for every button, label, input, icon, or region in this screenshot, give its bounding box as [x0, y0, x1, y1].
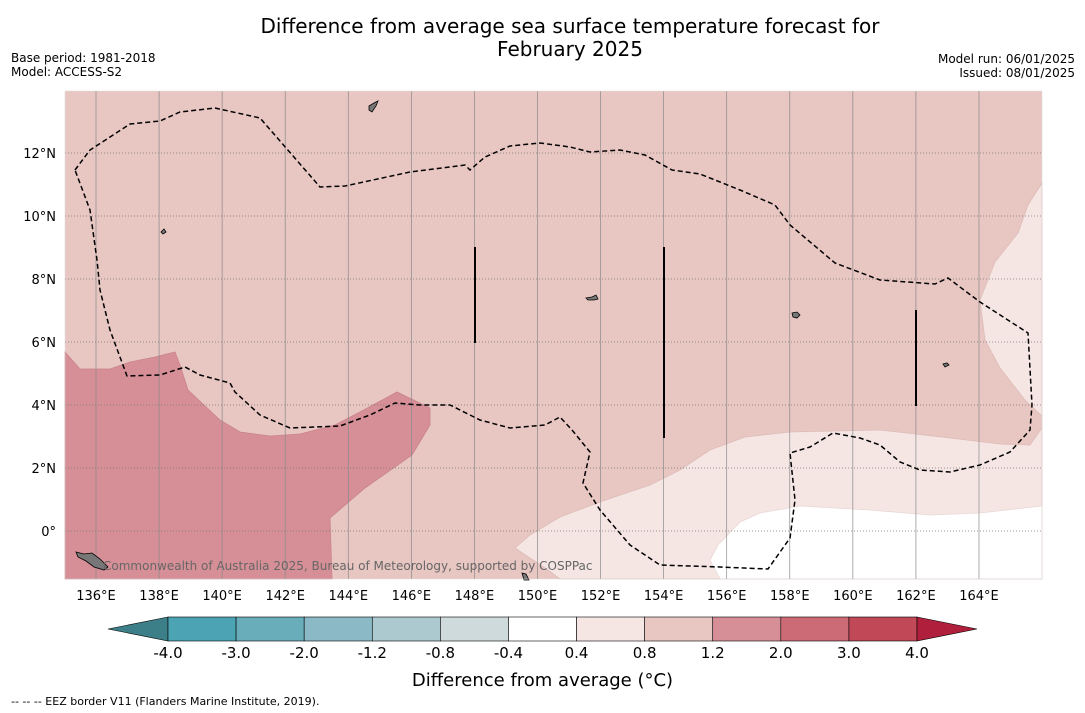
colorbar-segment — [508, 616, 577, 642]
island-guam — [368, 100, 379, 113]
colorbar-tick-label: -2.0 — [290, 644, 319, 662]
lon-tick-label: 140°E — [202, 589, 242, 604]
colorbar-segment — [780, 616, 850, 642]
colorbar-tick-label: 2.0 — [769, 644, 793, 662]
lon-tick-label: 156°E — [707, 589, 747, 604]
islands — [75, 100, 950, 581]
colorbar-tick-label: -4.0 — [153, 644, 182, 662]
graticule — [65, 91, 1042, 579]
base-period: Base period: 1981-2018 — [11, 51, 156, 65]
lon-tick-label: 152°E — [581, 589, 621, 604]
title-line-1: Difference from average sea surface temp… — [260, 14, 880, 38]
lon-tick-label: 136°E — [76, 589, 116, 604]
lat-tick-label: 0° — [41, 525, 56, 540]
lon-tick-label: 162°E — [896, 589, 936, 604]
eez-solid-borders — [474, 247, 917, 438]
island-yap — [160, 228, 167, 235]
lat-tick-label: 6°N — [32, 336, 57, 351]
lat-tick-label: 12°N — [23, 147, 56, 162]
lat-tick-label: 8°N — [32, 273, 57, 288]
colorbar-segment — [440, 616, 509, 642]
colorbar-tick-label: -1.2 — [358, 644, 387, 662]
colorbar-segment — [167, 616, 237, 642]
lon-tick-label: 142°E — [265, 589, 305, 604]
map-frame — [64, 90, 1043, 580]
colorbar-segment — [848, 616, 918, 642]
issued-date: Issued: 08/01/2025 — [959, 66, 1075, 80]
lon-tick-label: 148°E — [455, 589, 495, 604]
island-new-guinea-coast — [75, 551, 109, 571]
colorbar: -4.0 -3.0 -2.0 -1.2 -0.8 -0.4 0.4 0.8 1.2 2.0 3.0 4… — [107, 616, 978, 662]
anomaly-1.2-2.0-region — [64, 350, 431, 580]
colorbar-tick-label: -3.0 — [221, 644, 250, 662]
colorbar-segment — [644, 616, 714, 642]
colorbar-label: Difference from average (°C) — [411, 670, 674, 691]
lon-tick-label: 144°E — [329, 589, 369, 604]
lon-tick-label: 138°E — [139, 589, 179, 604]
eez-border-dashed — [74, 107, 1033, 570]
run-info: Model run: 06/01/2025 Issued: 08/01/2025 — [938, 52, 1075, 80]
model-name: Model: ACCESS-S2 — [11, 65, 123, 79]
colorbar-segment — [371, 616, 441, 642]
lon-tick-label: 164°E — [959, 589, 999, 604]
anomaly-0.4-0.8-region — [514, 181, 1043, 580]
base-info: Base period: 1981-2018 Model: ACCESS-S2 — [11, 51, 156, 79]
island-manus — [521, 572, 530, 581]
lon-tick-label: 154°E — [644, 589, 684, 604]
title-line-2: February 2025 — [497, 37, 643, 61]
axis-labels: 136°E 138°E 140°E 142°E 144°E 146°E 148°E 150°E… — [23, 147, 999, 604]
eez-legend-note: -- -- -- EEZ border V11 (Flanders Marine… — [11, 695, 320, 708]
colorbar-tick-label: 3.0 — [837, 644, 861, 662]
colorbar-max-extend — [916, 616, 978, 642]
island-kosrae — [942, 362, 950, 368]
model-run: Model run: 06/01/2025 — [937, 52, 1075, 66]
lon-tick-label: 158°E — [770, 589, 810, 604]
colorbar-tick-label: 4.0 — [905, 644, 929, 662]
lat-tick-label: 2°N — [32, 462, 57, 477]
lat-tick-label: 4°N — [32, 399, 57, 414]
colorbar-segment — [712, 616, 782, 642]
colorbar-segment — [303, 616, 373, 642]
lat-tick-label: 10°N — [23, 210, 56, 225]
lon-tick-label: 146°E — [392, 589, 432, 604]
lon-tick-label: 160°E — [833, 589, 873, 604]
colorbar-tick-label: -0.4 — [494, 644, 523, 662]
colorbar-segment — [235, 616, 305, 642]
colorbar-tick-label: 0.4 — [565, 644, 589, 662]
lon-tick-label: 150°E — [518, 589, 558, 604]
figure-title: Difference from average sea surface temp… — [0, 15, 1085, 61]
island-chuuk — [585, 294, 599, 301]
map-area — [64, 90, 1043, 581]
colorbar-tick-label: 1.2 — [701, 644, 725, 662]
colorbar-tick-label: -0.8 — [426, 644, 455, 662]
colorbar-segment — [576, 616, 645, 642]
island-pohnpei — [791, 311, 801, 319]
colorbar-tick-label: 0.8 — [633, 644, 657, 662]
copyright-text: Commonwealth of Australia 2025, Bureau o… — [103, 559, 593, 573]
colorbar-min-extend — [107, 616, 169, 642]
